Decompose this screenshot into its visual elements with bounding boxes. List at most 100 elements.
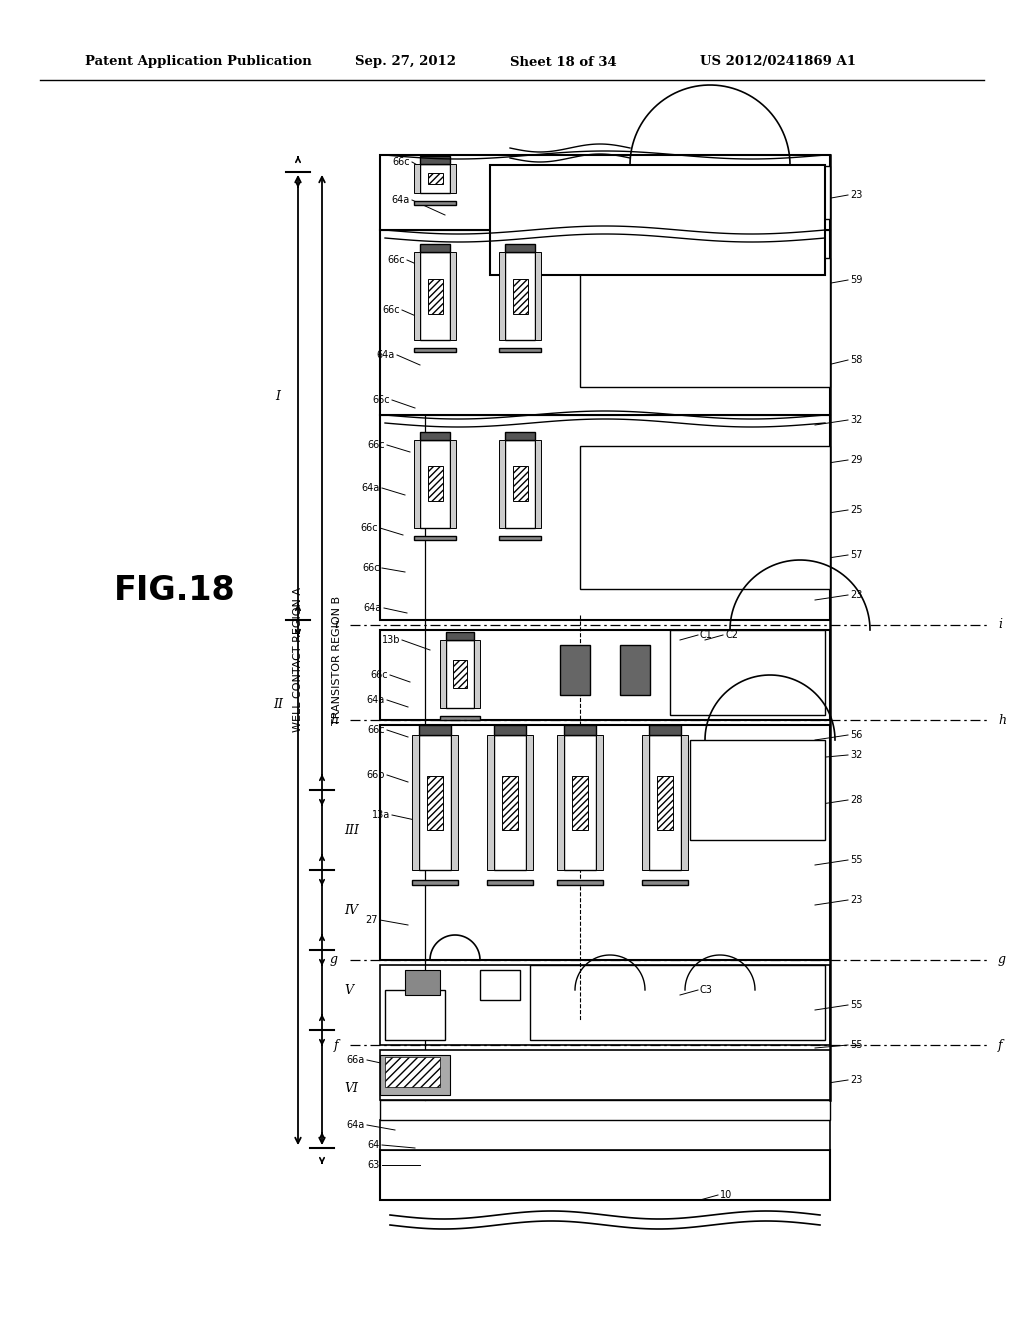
Text: 13b: 13b bbox=[382, 635, 400, 645]
Bar bbox=[530, 965, 825, 1040]
Text: 66c: 66c bbox=[362, 564, 380, 573]
Bar bbox=[505, 244, 535, 252]
Bar bbox=[564, 725, 596, 735]
Text: g: g bbox=[330, 953, 338, 966]
Text: 27: 27 bbox=[366, 915, 378, 925]
Text: 32: 32 bbox=[850, 750, 862, 760]
Bar bbox=[642, 735, 649, 870]
Bar bbox=[380, 1150, 830, 1200]
Bar bbox=[412, 880, 458, 884]
Text: 64a: 64a bbox=[347, 1119, 365, 1130]
Bar bbox=[380, 965, 830, 1045]
Bar bbox=[414, 348, 456, 352]
Text: 59: 59 bbox=[850, 275, 862, 285]
Bar bbox=[380, 1100, 830, 1119]
Text: Patent Application Publication: Patent Application Publication bbox=[85, 55, 311, 69]
Bar bbox=[420, 156, 450, 164]
Text: 23: 23 bbox=[850, 190, 862, 201]
Bar bbox=[557, 735, 564, 870]
Bar bbox=[385, 990, 445, 1040]
Bar bbox=[535, 252, 541, 341]
Bar bbox=[380, 230, 830, 414]
Bar bbox=[480, 970, 520, 1001]
Bar bbox=[495, 166, 830, 219]
Text: 66c: 66c bbox=[360, 523, 378, 533]
Bar bbox=[385, 1057, 440, 1086]
Bar bbox=[420, 164, 450, 193]
Bar bbox=[642, 880, 688, 884]
Bar bbox=[450, 440, 456, 528]
Text: I: I bbox=[275, 389, 281, 403]
Text: 32: 32 bbox=[850, 414, 862, 425]
Bar bbox=[505, 252, 535, 341]
Bar bbox=[499, 536, 541, 540]
Text: II: II bbox=[273, 698, 283, 711]
Bar bbox=[419, 735, 451, 870]
Bar bbox=[649, 735, 681, 870]
Bar bbox=[428, 173, 443, 185]
Bar bbox=[560, 645, 590, 696]
Text: 66c: 66c bbox=[373, 395, 390, 405]
Text: i: i bbox=[998, 619, 1002, 631]
Bar bbox=[406, 970, 440, 995]
Text: 10: 10 bbox=[720, 1191, 732, 1200]
Bar bbox=[596, 735, 603, 870]
Bar bbox=[414, 164, 420, 193]
Text: IV: IV bbox=[344, 903, 358, 916]
Text: Sheet 18 of 34: Sheet 18 of 34 bbox=[510, 55, 616, 69]
Text: Sep. 27, 2012: Sep. 27, 2012 bbox=[355, 55, 456, 69]
Text: 64a: 64a bbox=[361, 483, 380, 492]
Bar bbox=[505, 440, 535, 528]
Bar bbox=[440, 715, 480, 719]
Bar bbox=[494, 725, 526, 735]
Bar bbox=[446, 640, 474, 708]
Text: 23: 23 bbox=[850, 590, 862, 601]
Bar bbox=[427, 776, 443, 829]
Text: 66b: 66b bbox=[367, 770, 385, 780]
Bar bbox=[499, 348, 541, 352]
Bar bbox=[505, 432, 535, 440]
Text: 23: 23 bbox=[850, 1074, 862, 1085]
Text: f: f bbox=[334, 1039, 338, 1052]
Text: C1: C1 bbox=[700, 630, 713, 640]
Bar bbox=[557, 880, 603, 884]
Bar bbox=[535, 440, 541, 528]
Bar bbox=[649, 725, 681, 735]
Bar bbox=[670, 630, 825, 715]
Bar bbox=[490, 165, 825, 275]
Bar bbox=[690, 741, 825, 840]
Bar bbox=[474, 640, 480, 708]
Text: 55: 55 bbox=[850, 1001, 862, 1010]
Bar bbox=[380, 725, 830, 960]
Text: 57: 57 bbox=[850, 550, 862, 560]
Text: 64a: 64a bbox=[367, 696, 385, 705]
Text: 29: 29 bbox=[850, 455, 862, 465]
Text: i: i bbox=[334, 619, 338, 631]
Text: 66c: 66c bbox=[368, 440, 385, 450]
Bar bbox=[380, 154, 830, 230]
Bar bbox=[420, 244, 450, 252]
Bar bbox=[620, 645, 650, 696]
Bar bbox=[487, 880, 534, 884]
Bar bbox=[572, 776, 588, 829]
Bar bbox=[380, 630, 830, 719]
Bar bbox=[502, 776, 518, 829]
Bar bbox=[499, 440, 505, 528]
Text: 66c: 66c bbox=[368, 725, 385, 735]
Text: US 2012/0241869 A1: US 2012/0241869 A1 bbox=[700, 55, 856, 69]
Bar bbox=[453, 660, 467, 688]
Bar bbox=[380, 414, 830, 620]
Bar bbox=[499, 252, 505, 341]
Bar bbox=[513, 466, 528, 502]
Bar bbox=[487, 735, 494, 870]
Bar bbox=[419, 725, 451, 735]
Text: FIG.18: FIG.18 bbox=[114, 573, 236, 606]
Bar bbox=[380, 1119, 830, 1150]
Bar bbox=[494, 735, 526, 870]
Text: 58: 58 bbox=[850, 355, 862, 366]
Text: WELL CONTACT REGION A: WELL CONTACT REGION A bbox=[293, 587, 303, 733]
Text: 66a: 66a bbox=[347, 1055, 365, 1065]
Bar bbox=[414, 536, 456, 540]
Bar bbox=[450, 164, 456, 193]
Bar bbox=[450, 252, 456, 341]
